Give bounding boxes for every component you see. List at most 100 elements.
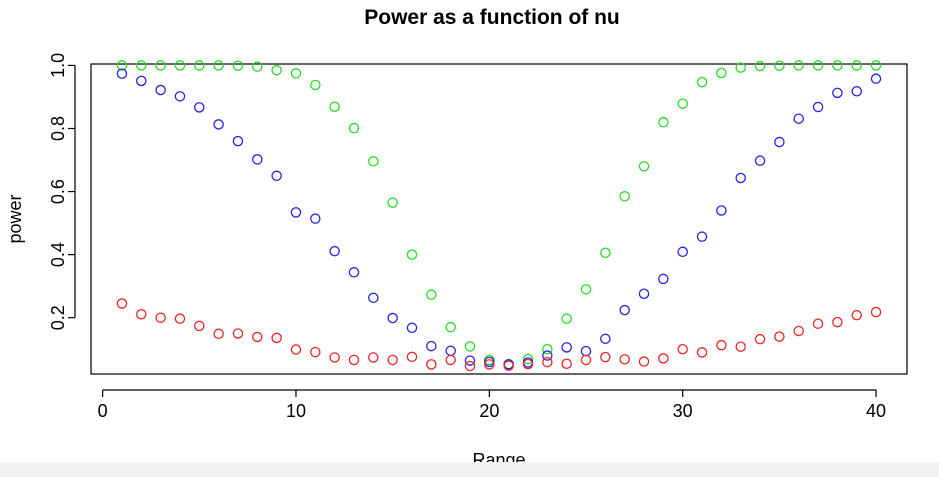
data-point [677,343,688,355]
data-point [870,73,882,84]
x-tick-label: 40 [866,401,886,421]
data-point [445,345,456,357]
data-point [580,345,592,357]
data-point [754,60,766,72]
y-axis-label: power [5,194,25,243]
y-tick-label: 0.4 [48,242,68,267]
data-point [155,84,166,96]
data-point [716,67,727,79]
data-point [116,298,128,309]
y-tick-label: 0.8 [48,116,68,141]
data-point [387,354,398,366]
data-point [213,119,224,130]
data-point [136,60,147,71]
data-point [174,313,186,324]
data-point [600,351,611,363]
data-point [348,122,360,134]
data-point [464,360,476,372]
data-point [580,354,592,366]
data-point [851,60,862,71]
data-point [290,68,302,79]
data-point [542,343,553,355]
data-point [793,325,804,337]
data-point [600,333,611,345]
data-point [774,331,785,342]
data-point [348,267,360,278]
data-point [310,346,321,358]
data-point [832,60,843,71]
data-point [136,308,147,320]
bottom-strip [0,462,939,477]
data-point [387,312,398,324]
data-point [174,60,186,71]
data-point [793,113,804,124]
data-point [619,354,630,365]
data-point [464,355,476,366]
data-point [252,154,263,165]
data-point [851,86,862,97]
chart-title: Power as a function of nu [364,6,620,29]
data-point [310,213,321,224]
data-point [870,60,882,71]
data-point [290,207,302,218]
y-tick-label: 0.2 [48,305,68,330]
data-point [464,341,476,352]
data-point [774,136,785,148]
data-point [735,62,746,73]
data-point [426,340,437,352]
data-point [793,60,804,71]
data-point [774,60,785,71]
data-point [561,313,572,324]
data-point [638,356,650,367]
y-tick-label: 1.0 [48,53,68,78]
data-point [561,342,572,353]
data-point [271,64,282,76]
x-axis: 0 10 20 30 40 [98,389,886,421]
data-point [638,288,650,299]
data-point [754,333,766,345]
data-point [677,246,688,258]
data-point [232,135,244,147]
data-point [696,347,708,358]
data-point [600,247,611,258]
data-point [368,292,379,304]
data-point [580,284,592,295]
data-point [812,318,824,329]
data-point [754,155,766,166]
x-tick-label: 20 [479,401,499,421]
data-point [329,245,340,257]
data-point [252,331,263,343]
data-point [677,98,688,109]
data-point [696,76,708,88]
data-point [658,116,669,128]
data-point [812,101,824,113]
data-point [735,341,746,352]
data-point [542,356,553,368]
data-point [116,68,128,79]
data-point [155,312,166,323]
data-points [116,60,882,372]
data-point [310,79,321,91]
x-tick-label: 10 [286,401,306,421]
data-point [368,156,379,167]
x-tick-label: 30 [673,401,693,421]
data-point [271,332,282,344]
data-point [522,358,534,370]
data-point [329,101,340,112]
data-point [194,102,205,113]
y-tick-label: 0.6 [48,179,68,204]
data-point [484,359,495,370]
data-point [213,328,224,340]
data-point [503,360,514,371]
data-point [619,191,630,202]
y-axis: 0.2 0.4 0.6 0.8 1.0 [48,53,76,330]
data-point [445,354,456,366]
data-point [232,328,244,339]
data-point [561,358,572,370]
data-point [870,306,882,318]
series-1 [116,60,882,370]
data-point [406,322,418,334]
data-point [832,87,843,99]
data-point [832,316,843,328]
